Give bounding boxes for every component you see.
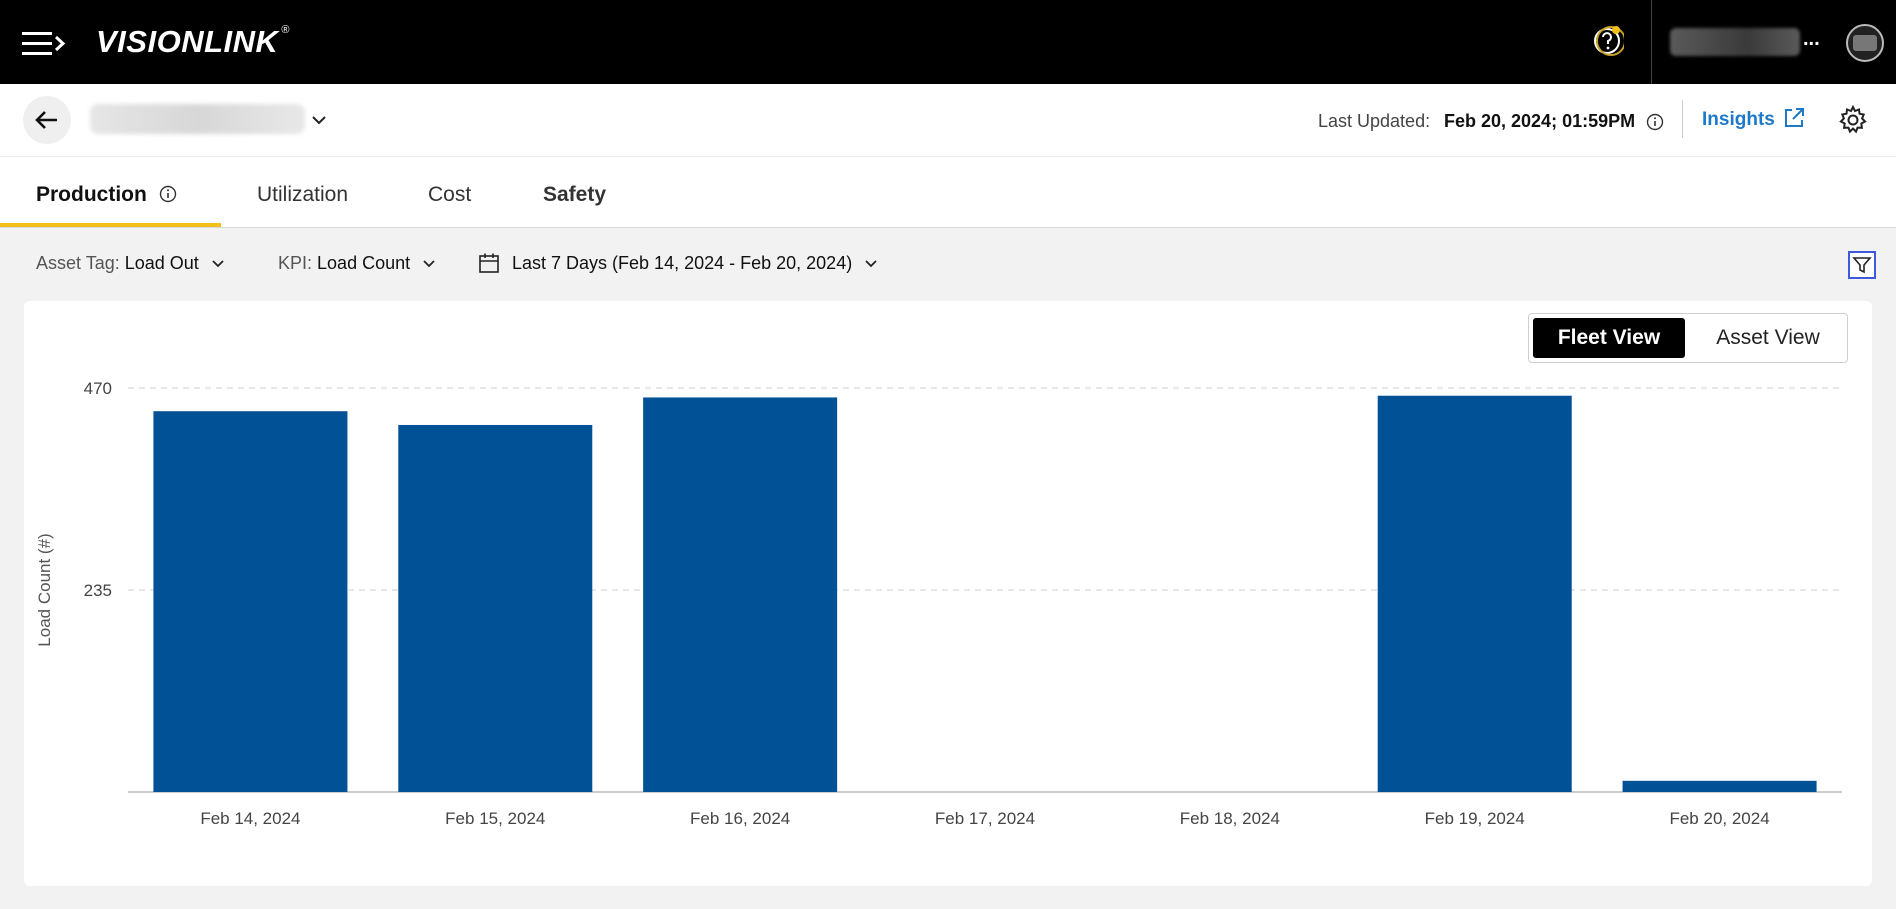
site-header: Last Updated: Feb 20, 2024; 01:59PM Insi… — [0, 84, 1896, 157]
view-toggle: Fleet View Asset View — [1528, 313, 1848, 363]
back-button[interactable] — [23, 96, 71, 144]
user-more[interactable]: ... — [1803, 28, 1820, 50]
insights-link[interactable]: Insights — [1702, 109, 1775, 130]
external-link-icon[interactable] — [1782, 106, 1806, 130]
help-icon[interactable] — [1590, 24, 1624, 58]
tab-safety[interactable]: Safety — [543, 183, 607, 206]
chevron-down-icon — [423, 260, 435, 268]
chevron-down-icon — [865, 260, 877, 268]
chevron-down-icon — [212, 260, 224, 268]
active-tab-indicator — [0, 223, 221, 227]
last-updated-value: Feb 20, 2024; 01:59PM — [1444, 111, 1636, 131]
site-selector[interactable] — [90, 104, 305, 134]
fleet-view-button[interactable]: Fleet View — [1533, 318, 1685, 358]
topbar-divider — [1651, 0, 1652, 84]
chevron-down-icon[interactable] — [310, 111, 328, 129]
info-icon[interactable] — [159, 185, 177, 203]
kpi-filter[interactable]: KPI: Load Count — [278, 253, 437, 274]
header-divider — [1682, 100, 1683, 138]
gear-icon[interactable] — [1838, 105, 1868, 135]
date-range-filter[interactable]: Last 7 Days (Feb 14, 2024 - Feb 20, 2024… — [512, 253, 879, 274]
user-name[interactable] — [1670, 28, 1800, 56]
app-logo[interactable]: VISIONLINK ® — [96, 24, 291, 59]
calendar-icon[interactable] — [478, 252, 500, 274]
asset-tag-filter[interactable]: Asset Tag: Load Out — [36, 253, 226, 274]
funnel-icon — [1852, 257, 1872, 274]
tab-production[interactable]: Production — [36, 183, 177, 207]
chart-card — [24, 301, 1872, 886]
menu-icon[interactable] — [22, 30, 68, 58]
asset-view-button[interactable]: Asset View — [1716, 326, 1820, 349]
info-icon[interactable] — [1646, 113, 1664, 131]
arrow-left-icon — [35, 111, 57, 129]
avatar[interactable] — [1846, 24, 1884, 62]
tab-utilization[interactable]: Utilization — [257, 183, 349, 206]
filter-button[interactable] — [1848, 251, 1876, 279]
tab-cost[interactable]: Cost — [428, 183, 472, 206]
kpi-tabs: Production Utilization Cost Safety — [0, 157, 1896, 228]
top-bar: VISIONLINK ® ... — [0, 0, 1896, 84]
last-updated-label: Last Updated: — [1318, 111, 1431, 131]
